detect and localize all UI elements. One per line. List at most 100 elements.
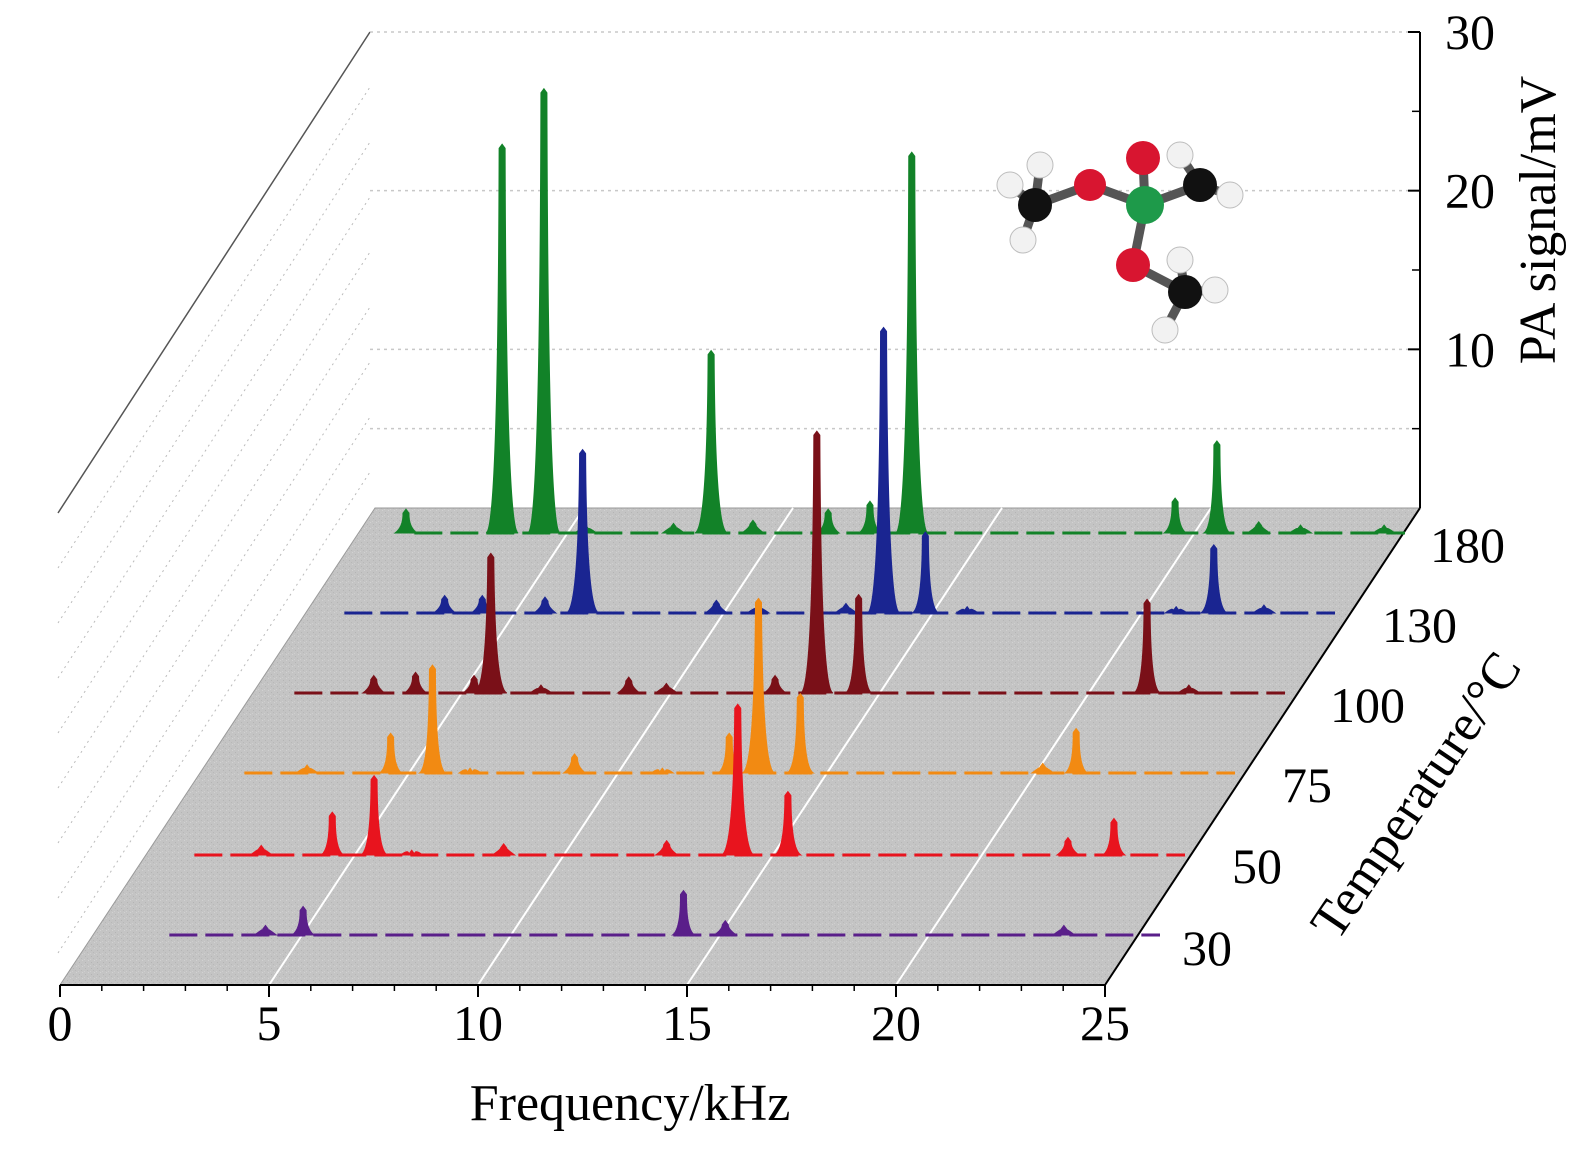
x-tick-label: 10 <box>453 995 503 1051</box>
spectrum-peak <box>773 790 803 856</box>
spectrum-peak <box>1246 521 1272 534</box>
spectrum-peak <box>252 924 279 936</box>
series-180 <box>393 87 1405 535</box>
spectrum-peak <box>1055 836 1081 856</box>
series-layer <box>169 87 1405 937</box>
spectrum-peak <box>895 151 929 534</box>
series-30 <box>169 889 1160 937</box>
spectrum-peak <box>800 430 834 694</box>
spectrum-peak <box>532 596 558 614</box>
spectrum-peak <box>290 905 316 936</box>
floor-gridline <box>477 507 794 986</box>
spectrum-peak <box>319 811 345 856</box>
spectrum-peak <box>1251 604 1277 614</box>
series-50 <box>194 703 1185 857</box>
spectrum-peak <box>1162 497 1188 534</box>
spectrum-peak <box>248 844 274 856</box>
hydrogen-atoms <box>996 141 1244 344</box>
x-tick-label: 0 <box>48 995 73 1051</box>
spectrum-peak <box>491 843 517 856</box>
z-tick-label: 30 <box>1445 4 1495 60</box>
spectrum-peak <box>361 674 387 694</box>
spectrum-peak <box>566 448 599 614</box>
z-tick-label: 20 <box>1445 163 1495 219</box>
x-tick-label: 5 <box>257 995 282 1051</box>
spectrum-peak <box>785 692 816 774</box>
spectrum-peak <box>649 767 675 774</box>
spectrum-peak <box>910 531 941 614</box>
spectrum-peak <box>740 519 766 534</box>
molecule-illustration <box>996 141 1244 344</box>
spectrum-peak <box>1132 598 1162 694</box>
spectrum-peak <box>954 605 980 614</box>
floor-gridline <box>686 507 1003 986</box>
frequency-axis-ticks: 0 5 10 15 20 25 <box>48 985 1130 1051</box>
spectrum-peak <box>359 774 389 856</box>
spectrum-peak <box>1202 440 1232 534</box>
spectrum-peak <box>432 594 458 614</box>
back-plane-grid <box>370 31 1420 430</box>
spectrum-peak <box>653 682 679 694</box>
spectrum-peak <box>1176 684 1202 694</box>
spectrum-peak <box>1101 817 1127 856</box>
spectrum-peak <box>712 919 738 936</box>
wall-edge-line <box>57 31 371 514</box>
spectrum-peak <box>528 684 554 694</box>
spectrum-peak <box>474 552 508 694</box>
spectrum-peak <box>1287 524 1314 534</box>
spectrum-peak <box>393 508 419 534</box>
spectrum-peak <box>833 602 859 614</box>
spectrum-peak <box>527 87 561 534</box>
spectrum-peak <box>378 732 404 774</box>
back-wall-lines <box>57 31 371 954</box>
floor-gridline <box>895 507 1212 986</box>
spectrum-peak <box>1051 924 1077 936</box>
signal-axis-title: PA signal/mV <box>1510 76 1567 365</box>
oxygen-atoms <box>1074 141 1160 282</box>
spectrum-peak <box>562 753 588 774</box>
temperature-tick-label: 130 <box>1382 597 1457 653</box>
spectrum-peak <box>867 326 900 614</box>
temperature-tick-label: 30 <box>1182 920 1232 976</box>
spectrum-peak <box>815 508 841 534</box>
spectrum-peak <box>843 593 874 694</box>
spectrum-peak <box>1163 605 1189 614</box>
spectrum-peak <box>703 599 729 614</box>
spectrum-peak <box>294 764 320 774</box>
z-tick-label: 10 <box>1445 321 1495 377</box>
spectrum-peak <box>403 671 429 694</box>
spectrum-peak <box>399 849 425 856</box>
z-axis-ticks: 10 20 30 <box>1408 4 1495 430</box>
frequency-axis-title: Frequency/kHz <box>470 1075 791 1132</box>
spectrum-peak <box>616 676 642 694</box>
spectrum-peak <box>417 664 448 774</box>
x-tick-label: 15 <box>662 995 712 1051</box>
temperature-tick-label: 180 <box>1430 517 1505 573</box>
spectrum-peak <box>654 839 680 856</box>
carbon-atoms <box>1018 168 1217 309</box>
phosphorus-atom <box>1126 186 1164 224</box>
spectrum-peak <box>1371 524 1397 534</box>
spectrum-peak <box>762 674 788 694</box>
spectrum-peak <box>457 767 483 774</box>
series-100 <box>294 430 1285 695</box>
temperature-tick-label: 75 <box>1282 757 1332 813</box>
temperature-axis-line <box>1104 507 1421 986</box>
spectrum-peak <box>1199 543 1229 614</box>
temperature-tick-label: 50 <box>1232 838 1282 894</box>
wall-guide-line <box>57 86 371 569</box>
x-tick-label: 25 <box>1080 995 1130 1051</box>
spectrum-peak <box>1030 762 1056 774</box>
spectrum-peak <box>742 597 775 774</box>
temperature-tick-label: 100 <box>1330 677 1405 733</box>
spectrum-peak <box>1063 727 1089 774</box>
spectrum-peak <box>485 143 519 534</box>
x-tick-label: 20 <box>871 995 921 1051</box>
spectrum-peak <box>694 349 728 534</box>
wall-guide-line <box>57 141 371 624</box>
spectrum-peak <box>721 703 755 856</box>
spectrum-peak <box>660 522 687 534</box>
spectrum-peak <box>670 889 697 936</box>
